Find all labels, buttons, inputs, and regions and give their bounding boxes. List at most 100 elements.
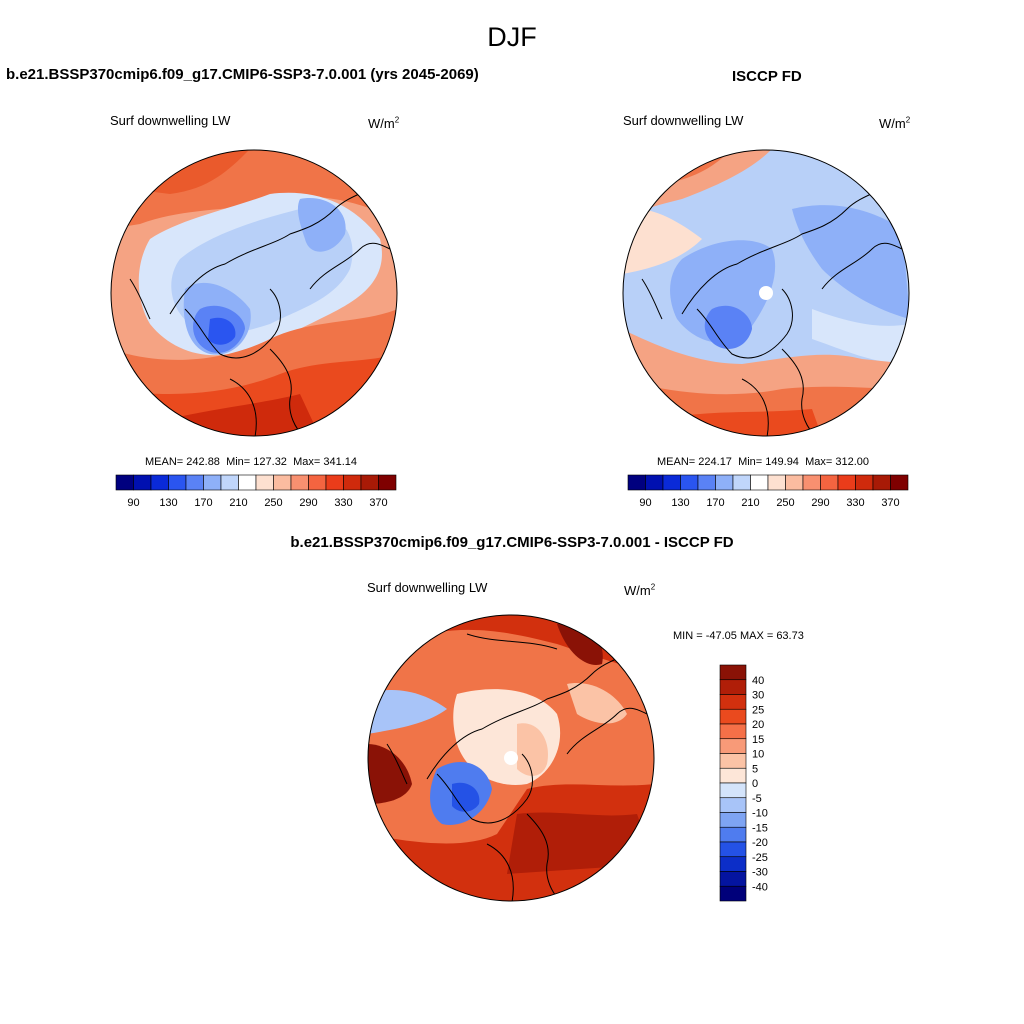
colorbar-swatch: [872, 474, 891, 491]
diff-colorbar: 40 30 25 20 15 10 5 0 -5 -10 -15 -20 -25 -30 -40: [719, 664, 768, 902]
obs-field-cold-arctic: [670, 240, 776, 343]
colorbar-swatch: [168, 474, 187, 491]
obs-pole-hole: [759, 286, 773, 300]
model-stats: MEAN= 242.88 Min= 127.32 Max= 341.14: [145, 456, 357, 468]
colorbar-tick-label: 170: [194, 497, 212, 509]
colorbar-tick-label: -30: [752, 867, 768, 879]
model-field-coldest-core: [208, 317, 236, 345]
colorbar-tick-label: 5: [752, 763, 758, 775]
colorbar-tick-label: 370: [881, 497, 899, 509]
diff-field-left-cool: [368, 689, 447, 734]
diff-field-lower-hotter: [507, 812, 654, 874]
colorbar-swatch: [719, 694, 747, 710]
obs-field-cold-atlantic: [792, 205, 909, 319]
colorbar-swatch: [290, 474, 309, 491]
colorbar-swatch: [719, 664, 747, 681]
figure-title: DJF: [487, 22, 537, 52]
colorbar-tick-label: 130: [671, 497, 689, 509]
colorbar-swatch: [802, 474, 821, 491]
diff-field-lower-hot: [368, 784, 654, 901]
obs-map-border: [622, 149, 910, 437]
colorbar-tick-label: -40: [752, 881, 768, 893]
obs-field-coldest: [704, 305, 752, 349]
colorbar-swatch: [645, 474, 664, 491]
diff-map-border: [367, 614, 655, 902]
colorbar-swatch: [255, 474, 274, 491]
colorbar-tick-label: 30: [752, 690, 764, 702]
colorbar-swatch: [325, 474, 344, 491]
colorbar-tick-label: 10: [752, 749, 764, 761]
colorbar-tick-label: 25: [752, 704, 764, 716]
colorbar-swatch: [273, 474, 292, 491]
model-polar-map: [110, 149, 398, 437]
colorbar-tick-label: 330: [846, 497, 864, 509]
colorbar-swatch: [360, 474, 379, 491]
colorbar-tick-label: 0: [752, 778, 758, 790]
colorbar-tick-label: 370: [369, 497, 387, 509]
colorbar-swatch: [719, 885, 747, 902]
obs-field-cool-east: [812, 309, 909, 364]
colorbar-swatch: [890, 474, 909, 491]
colorbar-swatch: [837, 474, 856, 491]
colorbar-tick-label: 250: [776, 497, 794, 509]
diff-field-coldest: [452, 782, 480, 812]
colorbar-tick-label: 15: [752, 734, 764, 746]
diff-polar-map: [367, 614, 655, 902]
diff-field-left-hottest: [368, 744, 412, 804]
obs-stats: MEAN= 224.17 Min= 149.94 Max= 312.00: [657, 456, 869, 468]
colorbar-swatch: [719, 782, 747, 799]
colorbar-swatch: [719, 856, 747, 872]
colorbar-swatch: [732, 474, 751, 491]
colorbar-swatch: [719, 738, 747, 754]
colorbar-swatch: [343, 474, 362, 491]
colorbar-swatch: [715, 474, 734, 491]
colorbar-tick-label: 170: [706, 497, 724, 509]
colorbar-swatch: [719, 826, 747, 843]
colorbar-swatch: [697, 474, 716, 491]
model-variable-label: Surf downwelling LW: [110, 113, 231, 128]
colorbar-swatch: [855, 474, 874, 491]
colorbar-swatch: [767, 474, 786, 491]
model-units-label: W/m2: [368, 115, 400, 131]
colorbar-tick-label: -20: [752, 837, 768, 849]
colorbar-swatch: [820, 474, 839, 491]
colorbar-tick-label: 250: [264, 497, 282, 509]
colorbar-tick-label: 290: [299, 497, 317, 509]
colorbar-swatch: [627, 474, 646, 491]
colorbar-swatch: [719, 797, 747, 813]
obs-coastlines: [641, 188, 903, 436]
model-colorbar: 90 130 170 210 250 290 330 370: [115, 474, 397, 509]
colorbar-tick-label: -15: [752, 822, 768, 834]
colorbar-tick-label: -10: [752, 808, 768, 820]
diff-field-atlantic-warm: [567, 683, 627, 724]
colorbar-tick-label: 290: [811, 497, 829, 509]
diff-coastlines: [386, 633, 648, 901]
colorbar-swatch: [719, 841, 747, 858]
colorbar-tick-label: 330: [334, 497, 352, 509]
model-panel-title: b.e21.BSSP370cmip6.f09_g17.CMIP6-SSP3-7.…: [6, 66, 479, 83]
colorbar-swatch: [719, 753, 747, 769]
diff-field-center-warm: [517, 723, 548, 776]
obs-variable-label: Surf downwelling LW: [623, 113, 744, 128]
colorbar-swatch: [220, 474, 239, 491]
colorbar-tick-label: 40: [752, 675, 764, 687]
diff-stats: MIN = -47.05 MAX = 63.73: [673, 630, 804, 642]
colorbar-swatch: [133, 474, 152, 491]
colorbar-tick-label: 210: [741, 497, 759, 509]
colorbar-swatch: [150, 474, 169, 491]
colorbar-swatch: [662, 474, 681, 491]
colorbar-swatch: [203, 474, 222, 491]
colorbar-tick-label: 90: [639, 497, 651, 509]
colorbar-tick-label: 210: [229, 497, 247, 509]
model-coastlines: [129, 188, 391, 436]
obs-field-left-neutral: [623, 208, 702, 274]
colorbar-swatch: [719, 679, 747, 695]
colorbar-swatch: [719, 871, 747, 887]
colorbar-swatch: [308, 474, 327, 491]
colorbar-swatch: [238, 474, 257, 491]
colorbar-swatch: [378, 474, 397, 491]
colorbar-swatch: [750, 474, 769, 491]
obs-units-label: W/m2: [879, 115, 911, 131]
colorbar-tick-label: -25: [752, 852, 768, 864]
diff-units-label: W/m2: [624, 582, 656, 598]
